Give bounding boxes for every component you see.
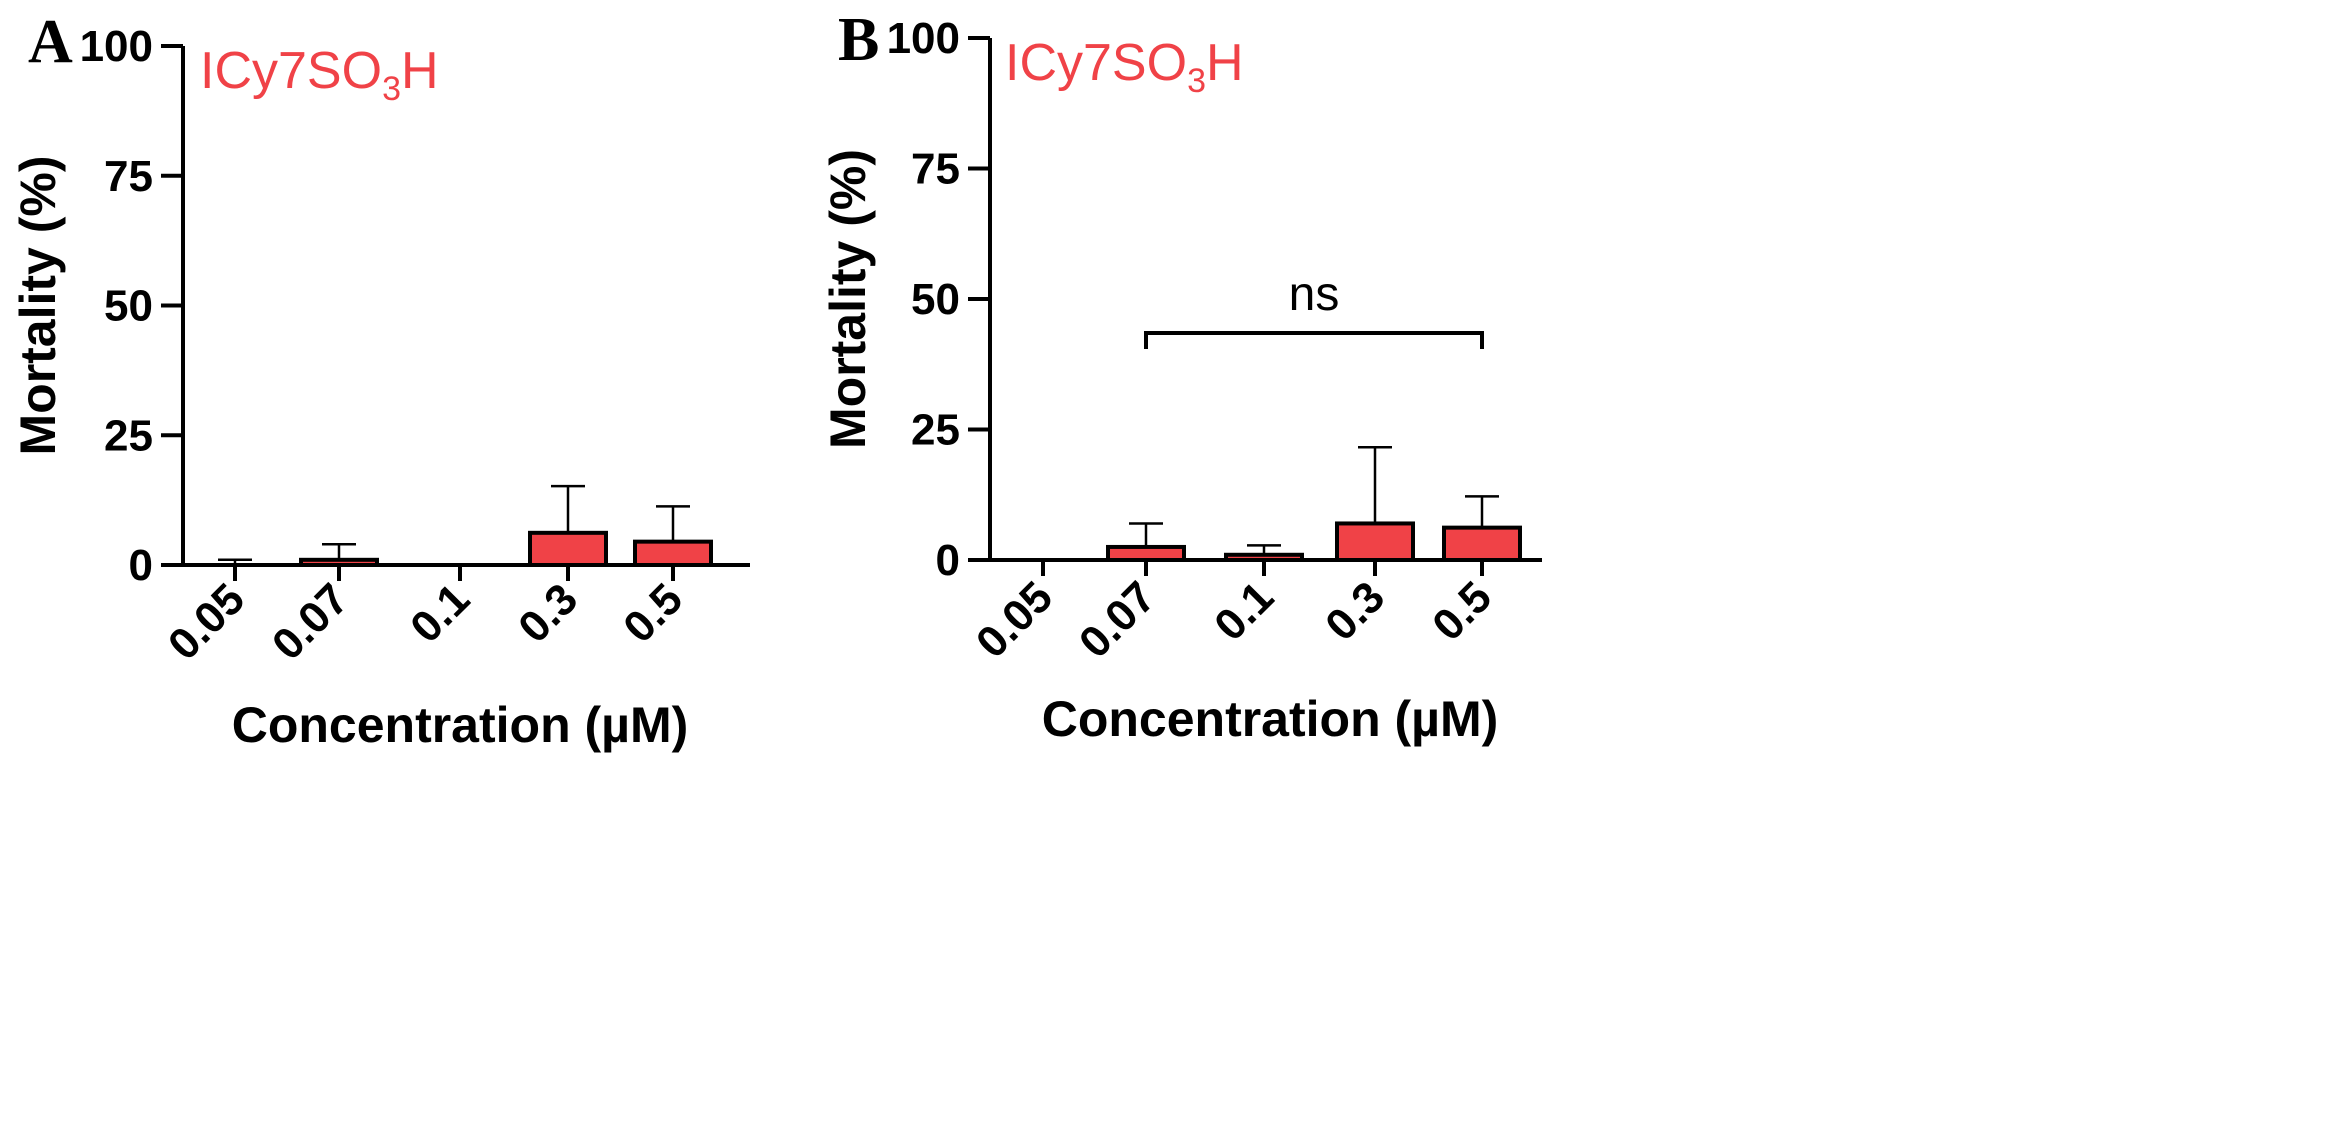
- significance-bracket: [1144, 331, 1484, 349]
- y-tick-label: 75: [104, 152, 153, 201]
- significance-label: ns: [1289, 268, 1340, 321]
- y-tick-label: 0: [936, 536, 960, 585]
- x-tick-label: 0.5: [614, 574, 692, 652]
- x-tick-label: 0.07: [1070, 572, 1165, 667]
- y-tick-label: 75: [911, 145, 960, 194]
- x-tick-label: 0.1: [401, 574, 479, 652]
- x-tick-label: 0.05: [159, 574, 254, 669]
- bar-0-5: [633, 539, 713, 568]
- y-tick-label: 100: [887, 14, 960, 63]
- x-tick-label: 0.5: [1423, 572, 1501, 650]
- compound-label: ICy7SO3H: [200, 42, 439, 108]
- bar-0-3: [1335, 521, 1415, 563]
- compound-label-tail: H: [401, 42, 439, 100]
- compound-label-main: ICy7SO: [200, 42, 382, 100]
- y-tick-label: 100: [80, 22, 153, 71]
- panel-letter: A: [28, 8, 73, 76]
- y-tick-label: 25: [911, 406, 960, 455]
- x-tick-label: 0.3: [509, 574, 587, 652]
- compound-label-tail: H: [1206, 34, 1244, 92]
- bar-0-3: [528, 530, 608, 568]
- compound-label: ICy7SO3H: [1005, 34, 1244, 100]
- y-axis-title: Mortality (%): [10, 156, 66, 456]
- x-tick-label: 0.3: [1316, 572, 1394, 650]
- x-axis-title: Concentration (µM): [232, 697, 689, 753]
- chart-panel-a: A ICy7SO3H 0 25 50 75 100 Mortality (%) 0.05 0.07…: [10, 8, 750, 753]
- compound-label-subscript: 3: [382, 70, 401, 108]
- compound-label-subscript: 3: [1187, 62, 1206, 100]
- panel-letter: B: [838, 6, 879, 74]
- y-tick-label: 50: [104, 282, 153, 331]
- y-tick-label: 25: [104, 411, 153, 460]
- compound-label-main: ICy7SO: [1005, 34, 1187, 92]
- y-tick-label: 50: [911, 275, 960, 324]
- chart-panel-b: B ICy7SO3H 0 25 50 75 100 Mortality (%) 0.05 0.07…: [820, 6, 1542, 747]
- x-axis-title: Concentration (µM): [1042, 691, 1499, 747]
- bar-0-5: [1442, 525, 1522, 562]
- x-tick-label: 0.1: [1205, 572, 1283, 650]
- y-tick-label: 0: [129, 541, 153, 590]
- x-tick-label: 0.05: [967, 572, 1062, 667]
- x-tick-label: 0.07: [263, 574, 358, 669]
- y-axis-title: Mortality (%): [820, 149, 876, 449]
